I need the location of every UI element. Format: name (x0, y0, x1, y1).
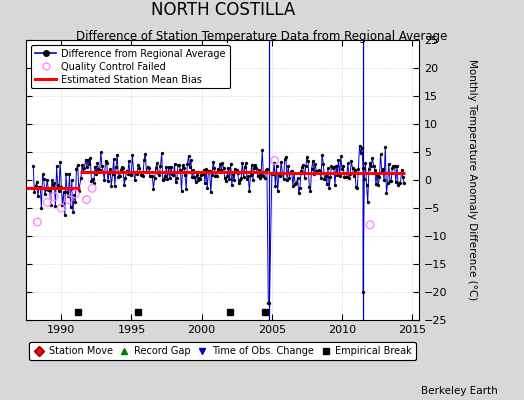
Title: NORTH COSTILLA: NORTH COSTILLA (150, 1, 295, 19)
Y-axis label: Monthly Temperature Anomaly Difference (°C): Monthly Temperature Anomaly Difference (… (467, 59, 477, 301)
Text: Difference of Station Temperature Data from Regional Average: Difference of Station Temperature Data f… (77, 30, 447, 43)
Point (88, 185, 96, 192)
Point (43, 199, 51, 206)
Point (270, 157, 279, 164)
Point (71, 191, 80, 197)
Point (33, 219, 41, 225)
Legend: Station Move, Record Gap, Time of Obs. Change, Empirical Break: Station Move, Record Gap, Time of Obs. C… (29, 342, 416, 360)
Point (366, 222, 374, 228)
Point (50, 194, 59, 200)
Point (82, 196, 91, 203)
Text: Berkeley Earth: Berkeley Earth (421, 386, 498, 396)
Point (57, 205, 66, 211)
Point (64, 196, 72, 203)
